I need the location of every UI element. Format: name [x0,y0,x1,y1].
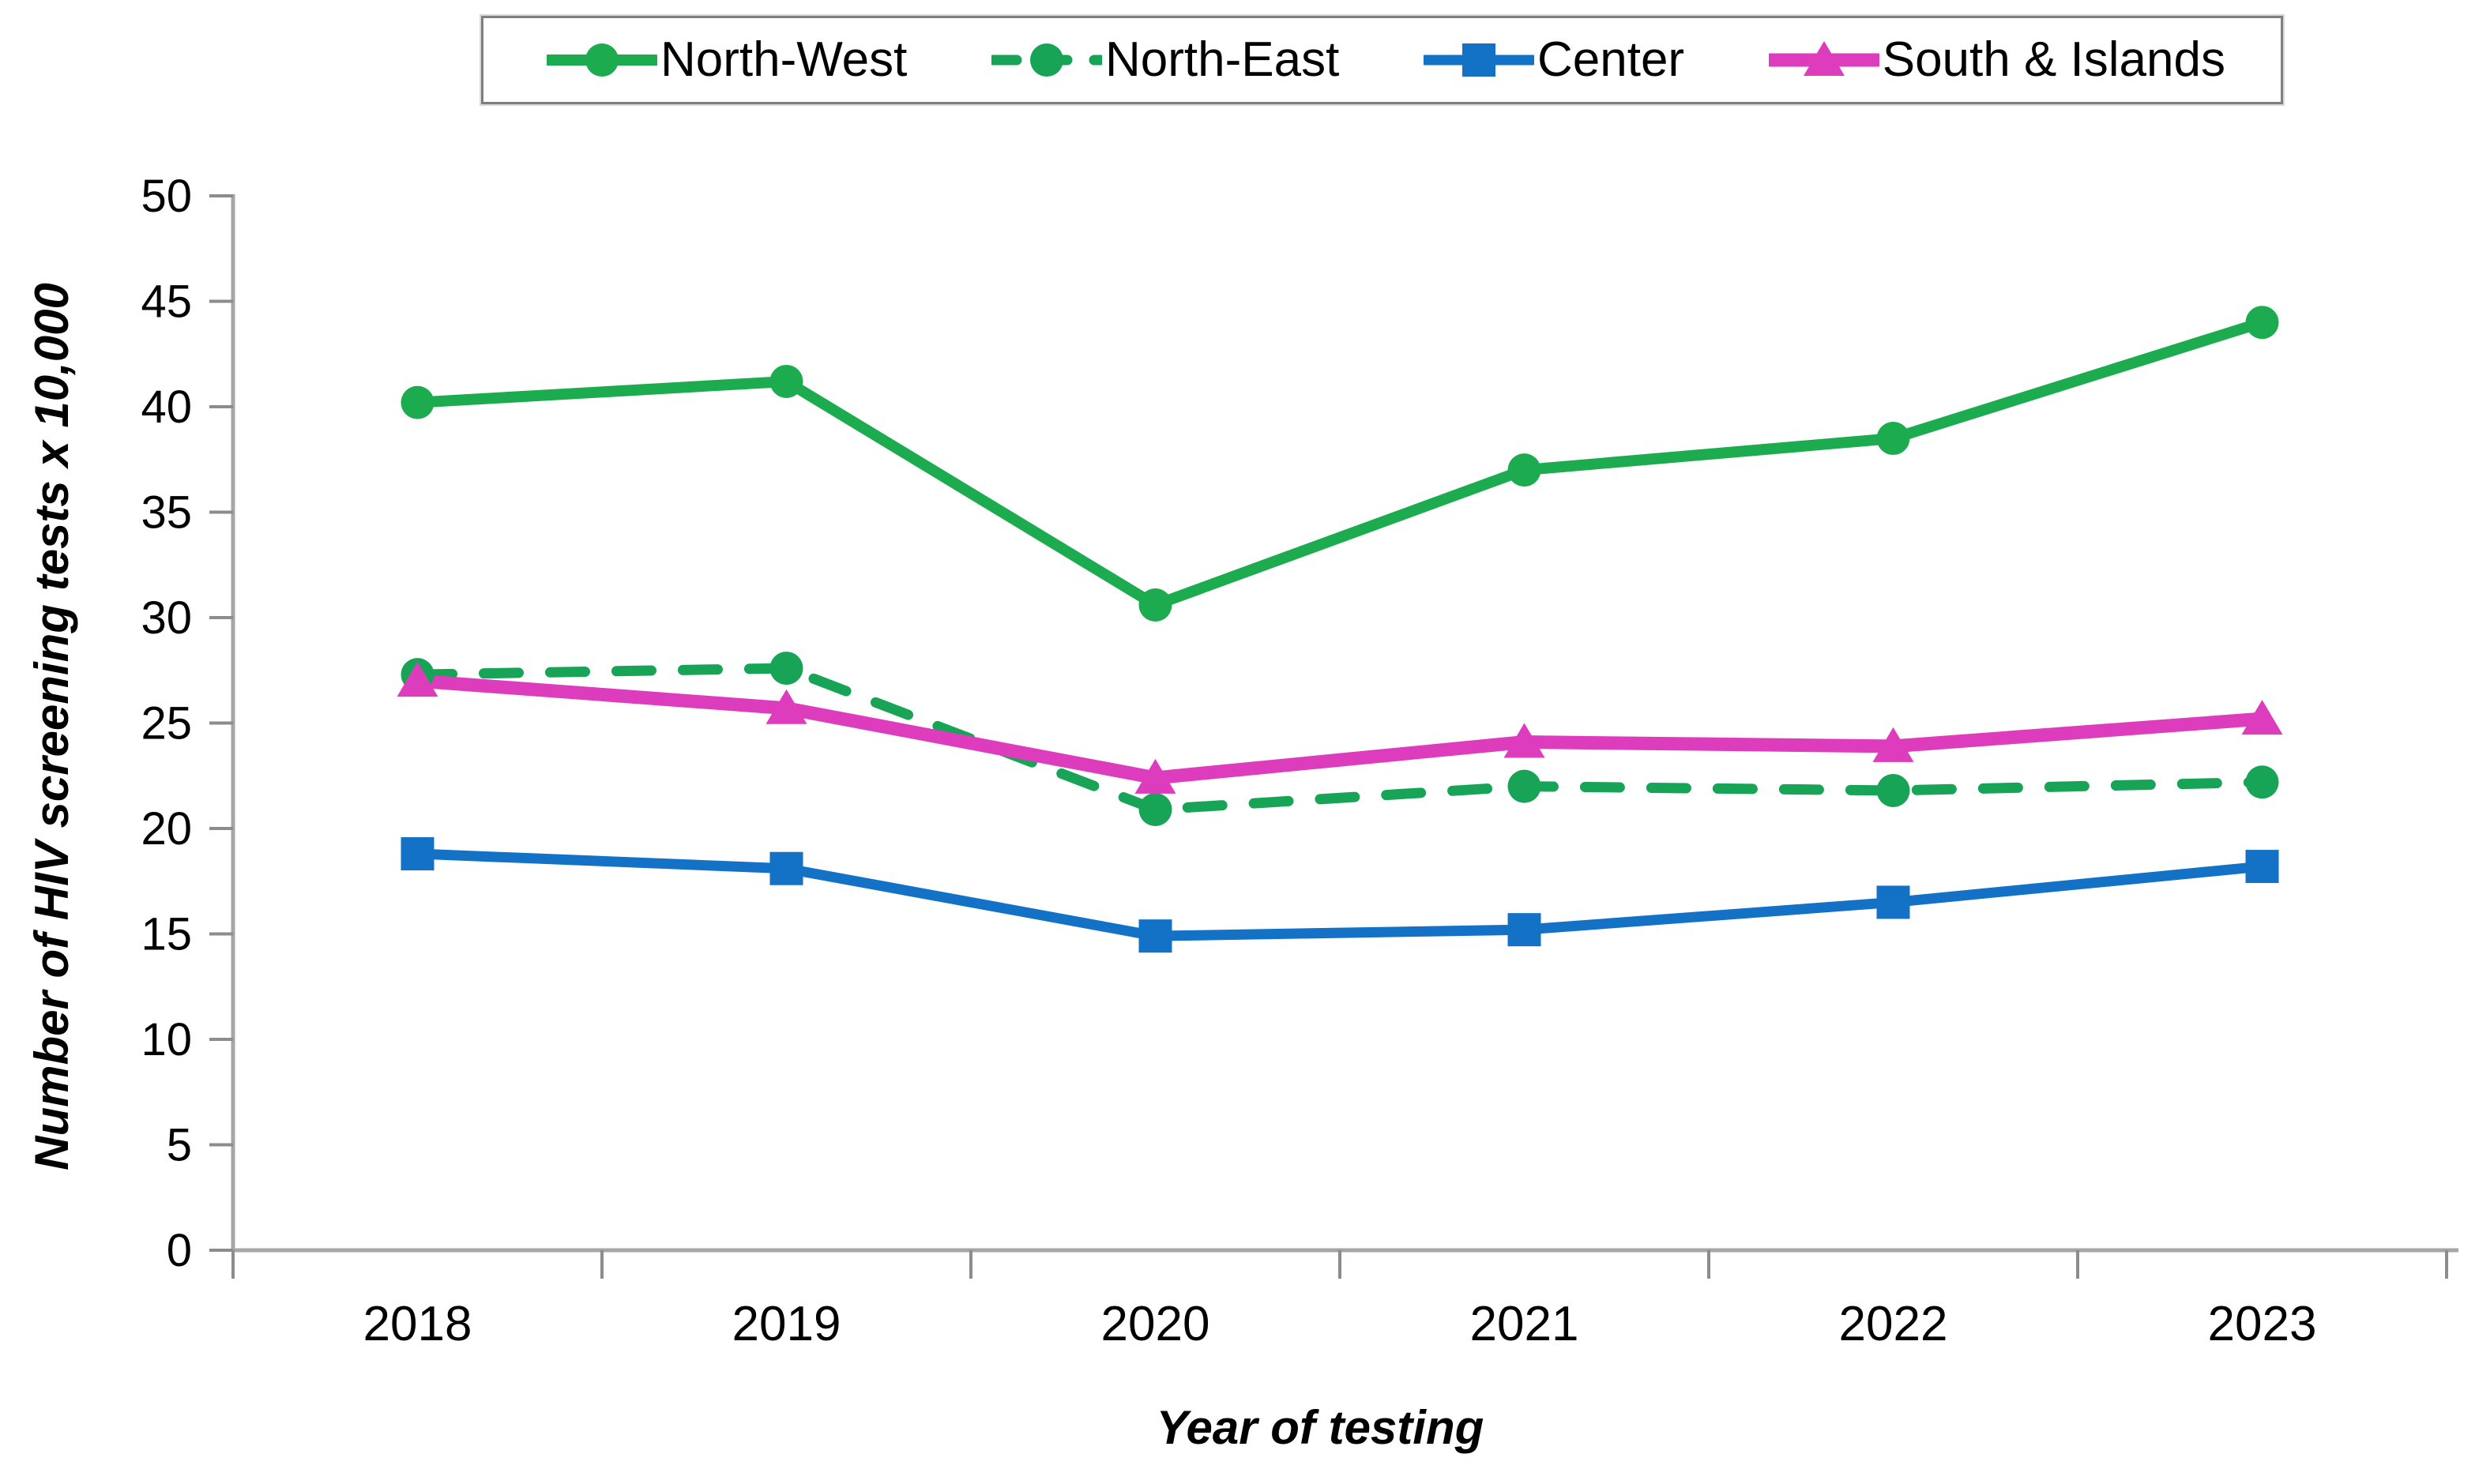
data-point [1507,769,1541,803]
x-tick-label: 2021 [1470,1297,1579,1351]
legend-label: South & Islands [1882,32,2225,87]
data-point [769,364,803,398]
y-tick-label: 45 [141,276,192,328]
data-point [1503,723,1545,758]
data-point [2245,765,2279,799]
legend-label: North-East [1105,32,1340,87]
data-point [401,385,434,419]
x-tick-label: 2020 [1101,1297,1210,1351]
x-tick-label: 2018 [363,1297,472,1351]
circle-series-swatch-icon [547,43,657,77]
legend-marker-icon [1461,43,1495,77]
series-line-south-islands [411,674,2269,785]
data-point [1507,453,1541,487]
data-point [2245,850,2279,884]
data-point [1876,422,1910,456]
y-tick-label: 15 [141,909,192,960]
circle-series-swatch-icon [991,43,1103,77]
x-tick-label: 2019 [732,1297,841,1351]
data-point [769,652,803,686]
legend-label: Center [1537,32,1685,87]
data-point [1138,919,1172,953]
y-tick-label: 30 [141,592,192,644]
legend-marker-icon [585,43,619,77]
data-point [397,662,438,697]
y-tick-label: 0 [167,1225,192,1276]
data-point [769,851,803,885]
triangle-series-swatch-icon [1768,41,1879,76]
data-point [1876,773,1910,807]
data-point [1134,758,1176,794]
legend: North-West North-East Center South & Island… [480,14,2285,106]
data-point [2241,700,2283,735]
data-point [1507,913,1541,947]
x-tick-label: 2023 [2208,1297,2317,1351]
y-tick-label: 5 [167,1120,192,1171]
y-tick-label: 50 [141,171,192,222]
legend-item-north-east: North-East [991,32,1339,88]
legend-label: North-West [660,32,908,87]
data-point [2245,306,2279,340]
y-tick-label: 10 [141,1014,192,1065]
y-tick-label: 35 [141,487,192,539]
data-point [1138,588,1172,622]
legend-marker-icon [1030,43,1064,77]
legend-item-south-islands: South & Islands [1768,32,2225,88]
data-point [1876,885,1910,919]
y-tick-label: 20 [141,803,192,855]
x-axis-title: Year of testing [1156,1401,1484,1454]
y-tick-label: 40 [141,381,192,433]
legend-marker-icon [1803,41,1845,76]
data-point [1872,727,1914,762]
series-line-north-east [412,663,2267,815]
legend-item-north-west: North-West [547,32,907,88]
series-line-center [412,848,2267,941]
data-point [1138,792,1172,826]
square-series-swatch-icon [1423,43,1534,77]
y-tick-label: 25 [141,698,192,750]
x-tick-label: 2022 [1839,1297,1948,1351]
data-point [766,689,807,724]
y-axis-title: Number of HIV screening tests x 10,000 [25,283,78,1170]
legend-item-center: Center [1423,32,1685,88]
series-line-north-west [412,317,2268,611]
data-point [401,837,434,871]
